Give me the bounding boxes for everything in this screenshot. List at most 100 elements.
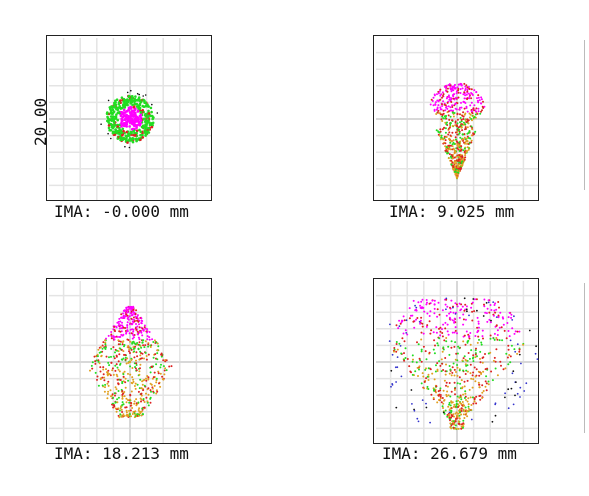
- ray-point: [421, 322, 424, 325]
- ray-point: [444, 127, 447, 130]
- ray-point: [466, 97, 469, 100]
- ray-point: [141, 383, 144, 386]
- ray-point: [129, 306, 132, 308]
- ray-point: [112, 355, 115, 358]
- ray-point: [453, 150, 456, 153]
- ray-point: [458, 369, 461, 372]
- ray-point: [142, 117, 146, 121]
- ray-point: [96, 375, 99, 378]
- ray-point: [403, 319, 406, 322]
- ray-point: [501, 316, 504, 319]
- ray-point: [463, 355, 466, 358]
- ray-point: [448, 365, 451, 367]
- ray-point: [151, 387, 154, 390]
- ray-point: [483, 303, 485, 306]
- ray-point: [441, 128, 444, 131]
- ray-point: [462, 357, 465, 360]
- ray-point: [128, 117, 132, 121]
- ray-point: [134, 382, 137, 385]
- ray-point: [119, 407, 122, 410]
- ray-point: [467, 148, 470, 151]
- ray-point: [458, 154, 461, 157]
- ray-point: [495, 324, 498, 327]
- ray-point: [134, 343, 137, 346]
- ray-point: [119, 347, 122, 350]
- ray-point: [496, 329, 499, 332]
- ray-point: [104, 383, 107, 386]
- ray-point: [155, 341, 158, 344]
- ray-point: [458, 422, 461, 425]
- ray-point: [452, 426, 455, 429]
- ray-point: [448, 372, 451, 375]
- ray-point: [446, 150, 449, 153]
- ray-point: [130, 128, 134, 131]
- ray-point: [121, 104, 125, 107]
- ray-point: [472, 356, 475, 359]
- grid-lines: [49, 38, 211, 200]
- ray-point: [439, 395, 442, 398]
- ray-point: [156, 358, 159, 361]
- ray-point: [152, 376, 155, 379]
- ray-point: [131, 96, 134, 99]
- ray-point: [460, 84, 463, 87]
- ray-point: [445, 363, 447, 366]
- ray-point: [438, 327, 440, 330]
- ray-point: [99, 377, 102, 380]
- ray-point: [451, 161, 454, 164]
- ray-point: [472, 378, 475, 381]
- ray-point: [138, 387, 141, 390]
- ray-point: [441, 405, 444, 408]
- ray-point: [444, 142, 447, 145]
- ray-point: [118, 323, 120, 325]
- ray-point: [124, 117, 127, 121]
- ray-point: [448, 403, 451, 406]
- ray-point: [467, 92, 470, 95]
- ray-point: [115, 363, 118, 366]
- ray-point: [127, 132, 130, 136]
- ray-point: [141, 108, 144, 112]
- ray-point: [479, 394, 482, 397]
- ray-point: [462, 408, 465, 411]
- ray-point: [420, 348, 423, 351]
- ray-point: [126, 326, 129, 329]
- ray-point: [141, 407, 144, 410]
- ray-point: [395, 350, 398, 353]
- ray-point: [453, 389, 456, 391]
- ray-point: [141, 341, 144, 344]
- ray-point: [458, 316, 461, 319]
- ray-point: [425, 377, 428, 380]
- ray-point: [107, 384, 110, 387]
- ray-point: [436, 368, 439, 371]
- ray-point: [133, 134, 137, 137]
- ray-point: [388, 340, 391, 342]
- ray-point: [516, 343, 519, 346]
- ray-point: [440, 108, 443, 111]
- ray-point: [459, 147, 462, 150]
- ray-point: [441, 114, 444, 117]
- ray-point: [117, 101, 121, 104]
- ray-point: [97, 360, 100, 363]
- ray-point: [452, 109, 454, 112]
- ray-point: [484, 385, 487, 388]
- ray-point: [138, 370, 141, 373]
- ray-point: [124, 358, 127, 361]
- ray-point: [398, 325, 401, 328]
- ray-point: [433, 352, 436, 355]
- ray-point: [496, 338, 499, 341]
- ray-point: [125, 332, 128, 335]
- ray-point: [436, 308, 439, 311]
- ray-point: [435, 385, 438, 388]
- ray-point: [454, 166, 457, 169]
- ray-point: [125, 411, 128, 414]
- ray-point: [438, 131, 441, 134]
- ray-point: [138, 330, 141, 333]
- ray-point: [466, 370, 469, 373]
- ray-point: [459, 394, 462, 397]
- ray-point: [408, 365, 411, 368]
- ray-point: [432, 104, 435, 107]
- ray-point: [461, 401, 464, 403]
- ray-point: [140, 346, 143, 349]
- ray-point: [151, 338, 154, 341]
- ray-point: [451, 366, 454, 369]
- ray-point: [110, 395, 112, 398]
